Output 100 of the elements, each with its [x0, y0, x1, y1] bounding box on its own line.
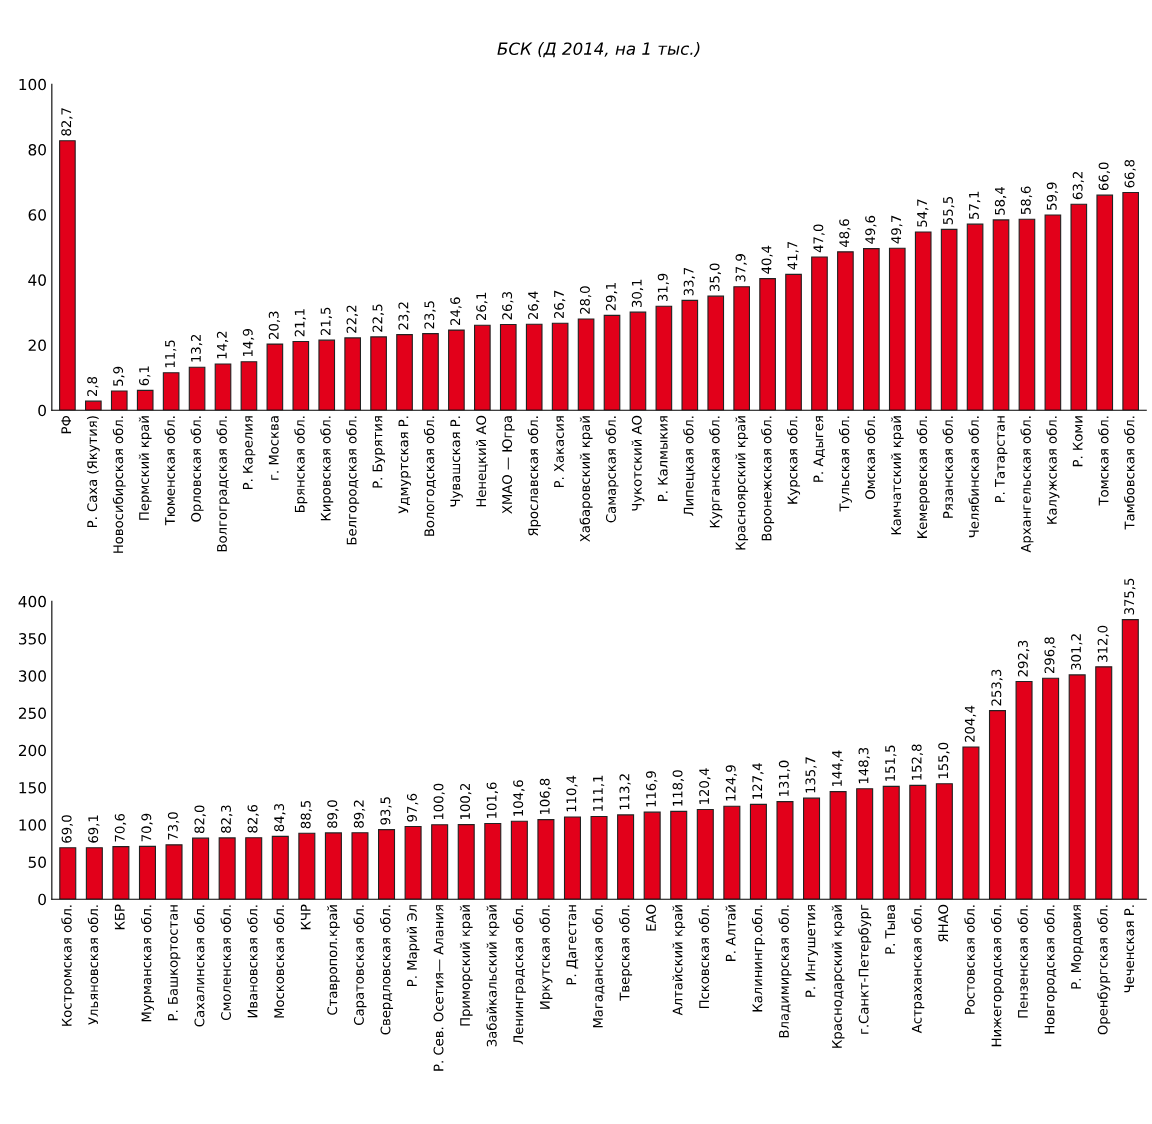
- bar: [785, 273, 802, 411]
- bar: [655, 305, 673, 411]
- data-label: 116,9: [646, 771, 658, 807]
- data-label: 120,4: [699, 768, 711, 804]
- x-tick-label: Ивановская обл.: [247, 905, 258, 1018]
- bar: [165, 844, 183, 900]
- data-label: 104,6: [513, 780, 525, 816]
- x-tick-label: Краснодарский край: [831, 905, 845, 1048]
- bar: [266, 343, 284, 411]
- y-tick-label: 150: [19, 781, 46, 794]
- data-label: 82,3: [221, 805, 233, 833]
- bar: [525, 323, 543, 411]
- x-tick-label: Тамбовская обл.: [1124, 416, 1135, 530]
- data-label: 55,5: [943, 196, 955, 225]
- y-tick-label: 80: [28, 143, 46, 156]
- x-tick-label: Красноярский край: [735, 416, 749, 550]
- x-tick-label: Р. Алтай: [725, 905, 736, 961]
- x-tick-label: Псковская обл.: [698, 905, 710, 1009]
- x-tick-label: ЕАО: [646, 904, 656, 931]
- data-label: 59,9: [1046, 182, 1059, 210]
- bar: [629, 311, 647, 411]
- data-label: 151,5: [885, 745, 897, 781]
- x-tick-label: Оренбургская обл.: [1097, 905, 1111, 1035]
- data-label: 47,0: [813, 224, 825, 253]
- data-label: 26,3: [502, 292, 514, 320]
- bar: [914, 231, 932, 411]
- data-label: 40,4: [761, 245, 773, 274]
- bar: [962, 746, 980, 900]
- data-label: 148,3: [858, 747, 870, 784]
- data-label: 113,2: [619, 774, 631, 810]
- bar: [431, 824, 449, 900]
- bar: [992, 219, 1010, 411]
- bar: [59, 140, 76, 411]
- x-tick-label: Ярославская обл.: [527, 416, 541, 536]
- y-tick-label: 20: [28, 339, 46, 352]
- data-label: 66,8: [1124, 159, 1136, 188]
- y-tick-label: 300: [18, 670, 46, 682]
- x-tick-label: Сахалинская обл.: [193, 905, 205, 1027]
- x-tick-label: Свердловская обл.: [380, 905, 394, 1035]
- data-label: 26,7: [553, 290, 566, 319]
- x-tick-label: Курганская обл.: [709, 416, 723, 528]
- x-tick-label: Р. Татарстан: [995, 416, 1008, 503]
- data-label: 204,4: [964, 705, 977, 742]
- x-tick-label: Волгоградская обл.: [216, 416, 230, 552]
- x-tick-label: Иркутская обл.: [539, 905, 553, 1009]
- data-label: 31,9: [657, 273, 670, 302]
- data-label: 63,2: [1072, 172, 1084, 200]
- bar: [577, 318, 595, 411]
- x-tick-label: Р. Марий Эл: [406, 905, 420, 986]
- bar: [1096, 194, 1114, 411]
- data-label: 73,0: [167, 812, 180, 840]
- x-tick-label: Архангельская обл.: [1020, 416, 1034, 553]
- x-tick-label: Нижегородская обл.: [990, 905, 1004, 1047]
- data-label: 70,6: [114, 813, 127, 842]
- x-tick-label: Р. Сев. Осетия— Алания: [433, 905, 444, 1071]
- data-label: 26,4: [528, 291, 540, 320]
- x-tick-label: Кемеровская обл.: [916, 416, 930, 538]
- bar: [162, 372, 180, 411]
- data-label: 69,1: [88, 815, 100, 843]
- bar: [670, 810, 688, 900]
- bar: [298, 832, 316, 900]
- x-tick-label: Кировская обл.: [320, 416, 334, 521]
- x-tick-label: Омская обл.: [864, 416, 876, 499]
- data-label: 155,0: [938, 742, 950, 779]
- x-tick-label: ХМАО — Югра: [502, 416, 515, 514]
- x-tick-label: Магаданская обл.: [592, 905, 605, 1028]
- x-tick-label: г.Санкт-Петербург: [858, 904, 872, 1034]
- data-label: 14,2: [216, 331, 229, 359]
- bar: [218, 837, 236, 900]
- x-tick-label: Новосибирская обл.: [112, 416, 126, 553]
- data-label: 23,2: [398, 302, 410, 330]
- data-label: 375,5: [1124, 578, 1136, 615]
- bar: [474, 324, 491, 411]
- x-tick-label: Тюменская обл.: [164, 416, 175, 526]
- data-label: 33,7: [683, 267, 695, 296]
- data-label: 82,7: [61, 108, 73, 136]
- data-label: 14,9: [242, 329, 255, 357]
- x-tick-label: Р. Тыва: [885, 905, 896, 954]
- data-label: 58,6: [1020, 186, 1033, 215]
- x-tick-label: РФ: [61, 415, 72, 434]
- y-tick-label: 0: [38, 893, 46, 906]
- data-label: 82,6: [247, 804, 259, 833]
- x-tick-label: Ставропол.край: [327, 905, 340, 1015]
- x-tick-label: Р. Калмыкия: [657, 416, 668, 501]
- bar: [829, 791, 847, 900]
- bar: [1068, 674, 1086, 900]
- x-tick-label: Приморский край: [459, 905, 473, 1026]
- data-label: 49,7: [891, 215, 903, 244]
- bar: [940, 228, 958, 411]
- data-label: 84,3: [274, 803, 286, 832]
- bar: [723, 805, 741, 900]
- bar: [1044, 214, 1062, 411]
- data-label: 21,5: [320, 307, 332, 336]
- bar: [192, 837, 210, 900]
- data-label: 100,0: [433, 783, 445, 820]
- bar: [1070, 203, 1088, 411]
- bar: [240, 361, 258, 411]
- x-tick-label: Р. Ингушетия: [805, 905, 818, 997]
- x-tick-label: Удмуртская Р.: [398, 416, 411, 514]
- bar: [112, 846, 130, 900]
